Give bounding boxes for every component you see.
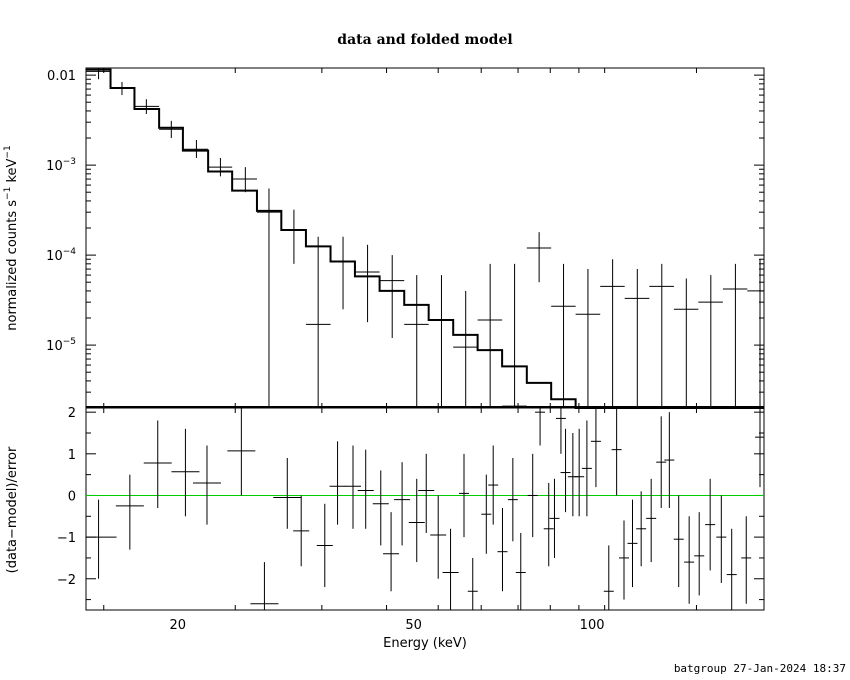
data-points xyxy=(86,68,764,407)
y-tick-label: 10−5 xyxy=(46,337,76,354)
bottom-panel-frame xyxy=(85,407,765,611)
x-tick-labels: 20 50 100 xyxy=(170,618,605,633)
x-axis-label: Energy (keV) xyxy=(383,636,467,651)
x-tick-label: 50 xyxy=(405,618,422,633)
y-tick-label: −1 xyxy=(57,531,76,546)
y-tick-label: 10−4 xyxy=(46,247,76,264)
residual-points xyxy=(86,408,764,610)
y-tick-label: −2 xyxy=(57,573,76,588)
y-tick-label: 10−3 xyxy=(46,157,76,174)
model-steps xyxy=(86,68,764,409)
top-panel: 0.01 10−3 10−4 10−5 normalized counts s−1 k… xyxy=(3,67,765,409)
top-axis-ticks: 0.01 10−3 10−4 10−5 xyxy=(46,68,764,409)
chart-title: data and folded model xyxy=(337,32,512,48)
x-tick-label: 20 xyxy=(170,618,187,633)
y-tick-label: 1 xyxy=(68,448,76,463)
x-tick-label: 100 xyxy=(580,618,605,633)
bottom-panel: 2 1 0 −1 −2 (data−model)/error xyxy=(5,406,765,611)
footer-timestamp: batgroup 27-Jan-2024 18:37 xyxy=(674,662,846,675)
model-step-line xyxy=(86,68,764,409)
bottom-y-axis-label: (data−model)/error xyxy=(5,446,20,573)
y-tick-label: 0.01 xyxy=(47,69,76,84)
bottom-axis-ticks: 2 1 0 −1 −2 xyxy=(57,406,764,610)
top-panel-frame xyxy=(85,67,765,409)
top-y-axis-label: normalized counts s−1 keV−1 xyxy=(3,145,20,330)
y-tick-label: 0 xyxy=(68,489,76,504)
y-tick-label: 2 xyxy=(68,406,76,421)
